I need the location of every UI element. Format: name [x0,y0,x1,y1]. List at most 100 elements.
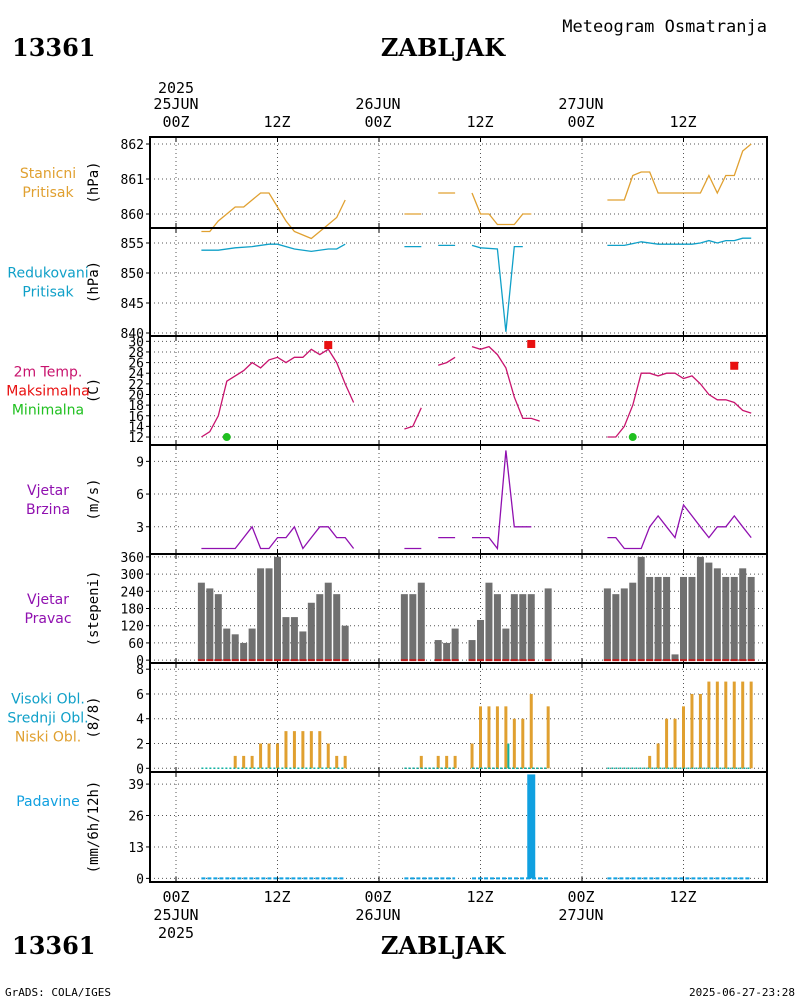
wind_direction-bar-24 [468,640,476,661]
cloudiness-bar-19 [479,706,482,769]
wind_direction-bar-base-40 [663,659,671,662]
wind_direction-bar-base-22 [443,659,451,662]
wind_direction-bar-base-44 [696,659,704,662]
cloudiness-bar-31 [682,706,685,769]
wind_direction-bar-base-39 [654,659,662,662]
bottom-date-label-1: 25JUN [153,906,198,924]
wind_direction-bar-base-8 [265,659,273,662]
wind_direction-bar-30 [519,594,527,661]
precipitation-title-line-0: Padavine [16,794,80,810]
cloudiness-ytick-label-2: 4 [136,713,144,728]
station-name-bottom: ZABLJAK [381,931,506,960]
wind_direction-bar-9 [274,556,281,661]
wind_direction-bar-base-6 [248,659,256,662]
temperature-series-3 [471,345,540,422]
wind_direction-bar-20 [417,582,425,661]
wind_direction-bar-11 [290,617,298,661]
cloudiness-bar-35 [715,681,719,769]
wind_direction-bar-21 [434,640,442,661]
wind_direction-bar-1 [206,588,214,661]
top-hour-label-2: 12Z [263,113,290,131]
cloudiness-bar-1 [242,755,246,769]
cloudiness-ylabel: (8/8) [86,696,102,738]
wind_direction-bar-32 [544,588,552,661]
cloudiness-bar-25 [529,693,533,769]
reduced_pressure-ytick-label-3: 855 [121,237,144,252]
wind_direction-bar-40 [663,576,671,661]
cloudiness-bar-20 [487,706,491,769]
wind_direction-bar-37 [637,556,645,661]
wind_direction-bar-base-9 [274,659,281,662]
wind_direction-bar-26 [485,582,493,661]
wind_direction-ytick-label-1: 60 [128,637,144,652]
generated-timestamp: 2025-06-27-23:28 [689,986,795,999]
wind_direction-bar-base-13 [307,659,315,662]
cloudiness-bar-21 [495,706,499,769]
station_pressure-series-0 [201,192,346,240]
cloudiness-bar-33 [698,693,702,769]
cloudiness-bar-8 [301,731,305,769]
cloudiness-bar-26 [546,706,550,769]
temperature-ytick-label-5: 22 [128,378,144,393]
temperature-title-line-1: Maksimalna [6,384,90,400]
cloudiness-bar-15 [436,755,440,769]
wind_direction-bar-base-26 [485,659,493,662]
cloudiness-title-line-0: Visoki Obl. [11,692,85,708]
wind_direction-bar-base-46 [713,659,721,662]
wind_direction-bar-16 [333,594,341,661]
cloudiness-bar-16 [445,755,449,769]
cloudiness-bar-17 [453,755,457,769]
station_pressure-title-line-0: Stanicni [20,166,76,182]
wind_speed-series-3 [472,450,532,551]
wind_direction-ylabel: (stepeni) [86,571,102,647]
wind_speed-ytick-label-1: 6 [136,488,144,503]
wind_direction-bar-28 [502,628,510,661]
wind_direction-bar-base-23 [451,659,459,662]
wind_direction-ytick-label-5: 300 [121,568,144,583]
temperature-min-marker-0 [222,433,231,442]
temperature-max-marker-0 [324,341,333,350]
temperature-series-1 [404,407,422,430]
wind_direction-bar-base-16 [333,659,341,662]
bottom-hour-label-5: 00Z [567,888,594,906]
wind_direction-bar-base-36 [629,659,637,662]
wind_direction-bar-base-27 [493,659,501,662]
top-date-label-3: 27JUN [558,95,603,113]
precipitation-ytick-label-2: 26 [128,810,144,825]
cloudiness-bar-38 [741,681,745,769]
cloudiness-bar-4 [267,743,271,769]
wind_direction-bar-38 [646,576,654,661]
panels-group: 860861862(hPa)StanicniPritisak8408458508… [6,136,768,887]
wind_direction-bar-13 [307,602,315,661]
wind_direction-bar-6 [248,628,256,661]
wind_direction-bar-base-41 [671,659,679,662]
cloudiness-bar-27 [648,755,652,769]
wind_direction-bar-base-11 [290,659,298,662]
cloudiness-bar-30 [673,718,677,769]
wind_direction-bar-5 [240,642,248,661]
wind_direction-bar-base-18 [400,659,408,662]
wind_direction-bar-base-12 [299,659,307,662]
temperature-ytick-label-0: 12 [128,431,144,446]
temperature-ytick-label-7: 26 [128,357,144,372]
top-hour-label-4: 12Z [466,113,493,131]
temperature-ytick-label-3: 18 [128,399,144,414]
bottom-hour-label-2: 12Z [263,888,290,906]
wind_direction-bar-0 [197,582,205,661]
top-date-label-2: 26JUN [355,95,400,113]
wind_speed-series-4 [607,503,752,550]
wind_direction-bar-41 [671,654,679,661]
wind_direction-bar-base-10 [282,659,290,662]
cloudiness-bar-7 [292,731,296,769]
cloudiness-bar-39 [749,681,753,769]
temperature-ytick-label-9: 30 [128,335,144,350]
reduced_pressure-series-0 [201,243,346,253]
wind_direction-ytick-label-4: 240 [121,585,144,600]
wind_direction-bar-22 [443,642,451,661]
temperature-ytick-label-2: 16 [128,410,144,425]
wind_direction-bar-14 [316,594,324,661]
wind_speed-ylabel: (m/s) [86,478,102,520]
wind_direction-bar-15 [324,582,332,661]
reduced_pressure-title-line-0: Redukovani [7,266,88,282]
